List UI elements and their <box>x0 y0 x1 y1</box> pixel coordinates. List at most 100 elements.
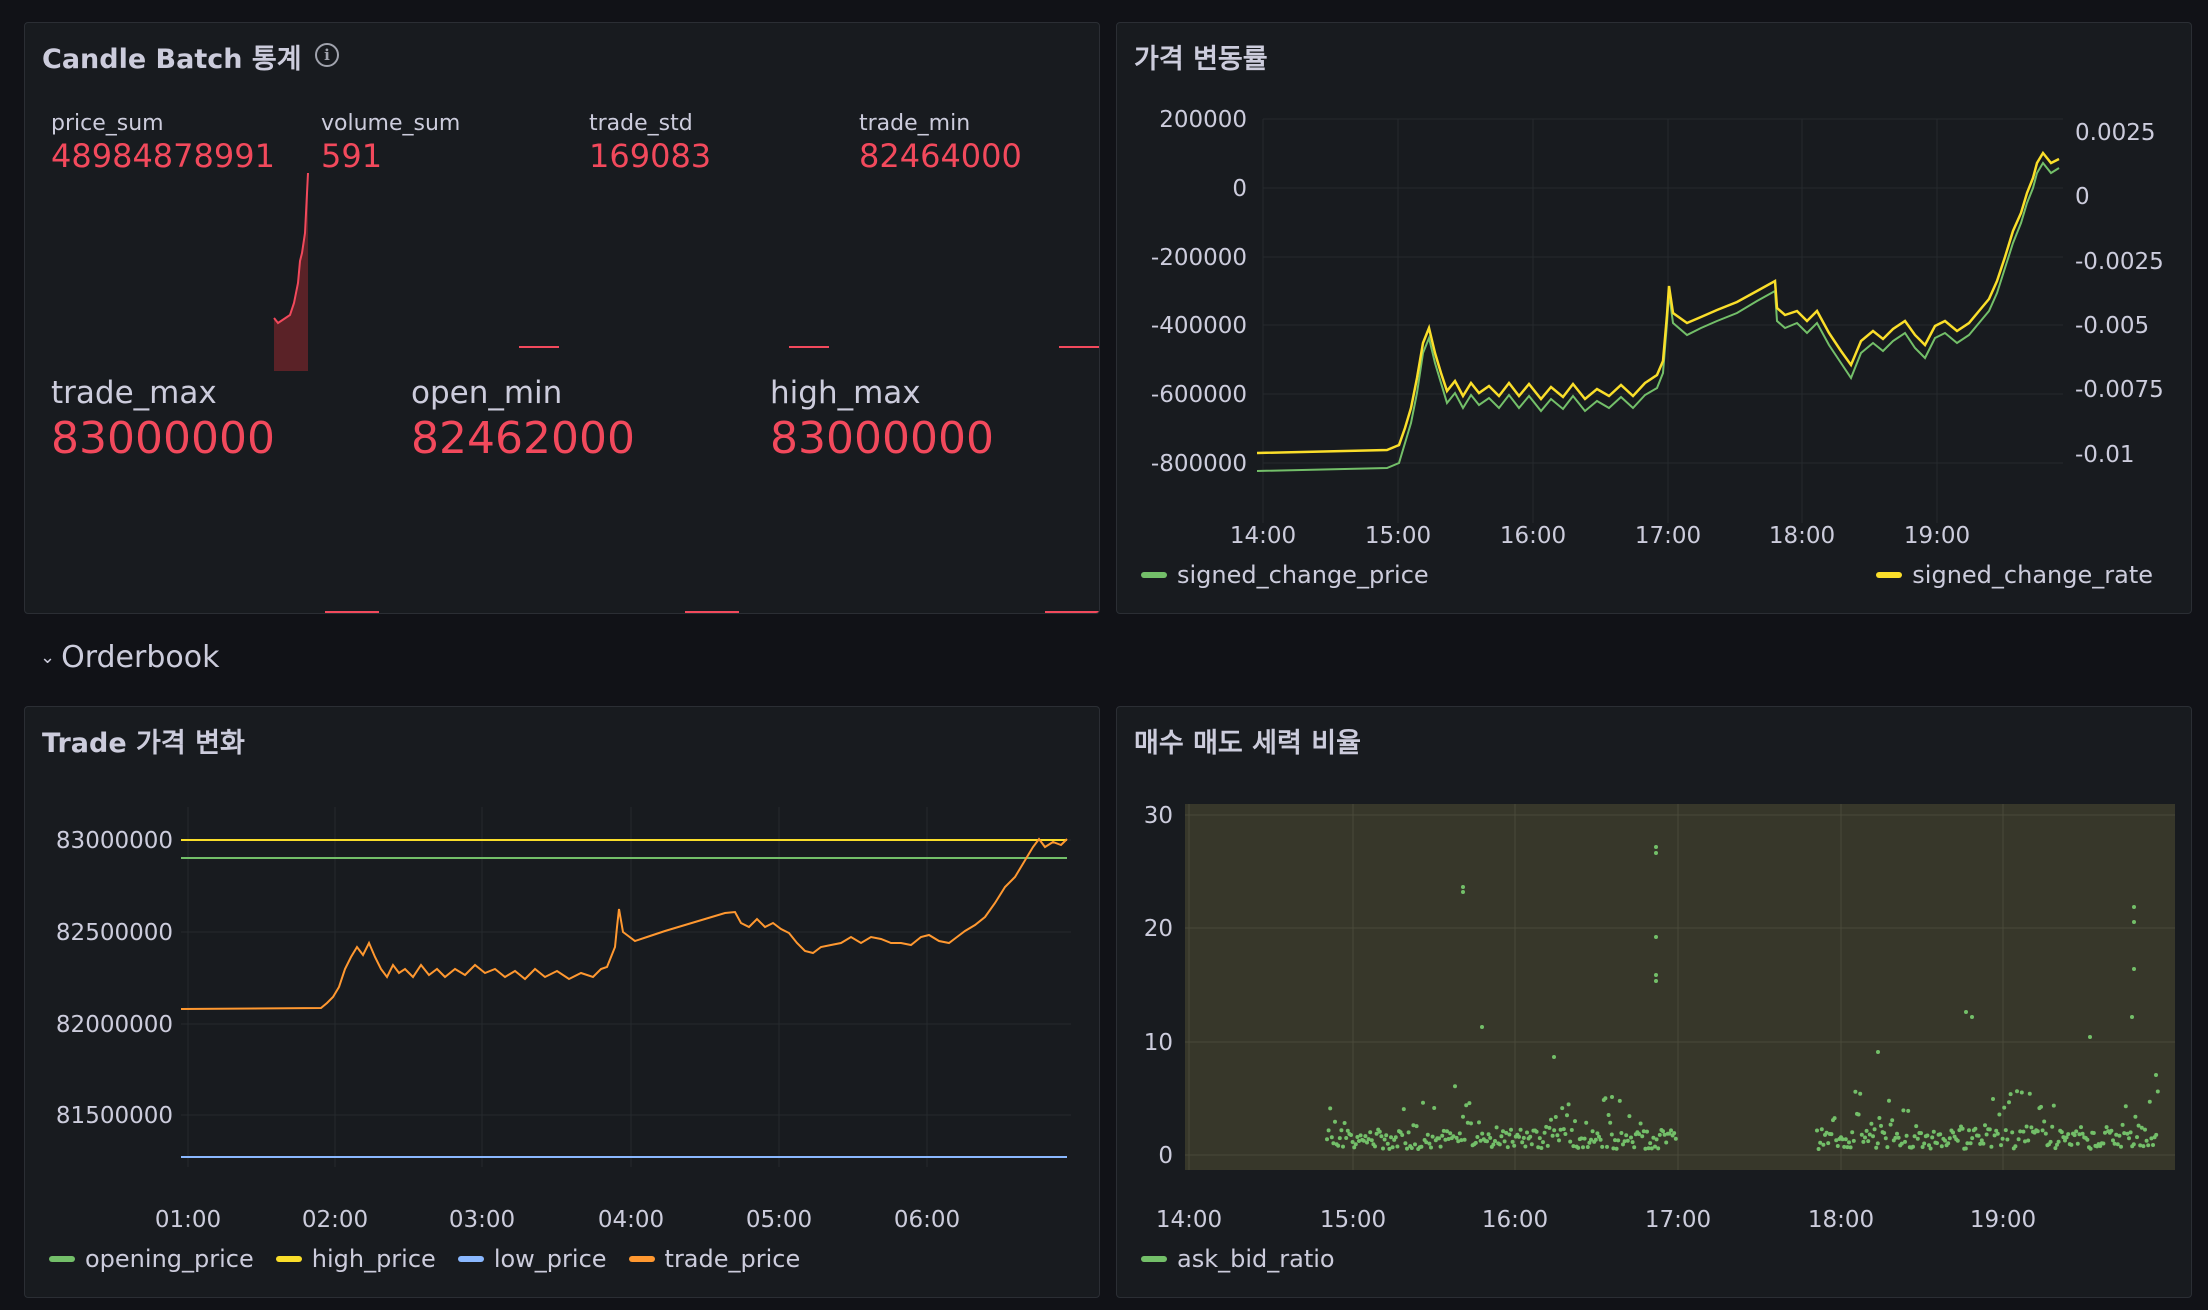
scatter-point <box>1485 1139 1489 1144</box>
scatter-point <box>1579 1136 1584 1141</box>
scatter-point <box>1509 1127 1513 1132</box>
scatter-point <box>1915 1136 1920 1141</box>
scatter-point <box>1979 1138 1984 1143</box>
scatter-point <box>1598 1137 1603 1142</box>
scatter-point <box>1437 1136 1441 1141</box>
stat-label-volume-sum: volume_sum <box>321 111 461 136</box>
sparkline-trade-min <box>1059 346 1099 348</box>
scatter-point <box>2109 1128 2114 1133</box>
y-tick: 82000000 <box>56 1012 173 1038</box>
scatter-point <box>1552 1055 1556 1059</box>
scatter-point <box>1537 1136 1542 1141</box>
y-tick: 83000000 <box>56 828 173 854</box>
scatter-point <box>1608 1120 1613 1125</box>
scatter-point <box>1365 1140 1369 1145</box>
x-tick: 14:00 <box>1156 1207 1222 1233</box>
legend-item-signed-change-rate[interactable]: signed_change_rate <box>1876 561 2153 589</box>
scatter-point <box>1991 1097 1995 1101</box>
stat-label-open-min: open_min <box>411 375 563 411</box>
scatter-point <box>1856 1112 1861 1117</box>
legend-item-opening-price[interactable]: opening_price <box>49 1245 254 1273</box>
panel-title[interactable]: 매수 매도 세력 비율 <box>1134 728 1361 759</box>
scatter-point <box>1643 1146 1648 1151</box>
scatter-point <box>1454 1135 1459 1140</box>
scatter-point <box>2043 1131 2048 1136</box>
scatter-point <box>1876 1050 1880 1054</box>
scatter-point <box>2050 1124 2055 1129</box>
scatter-point <box>1656 1146 1661 1151</box>
scatter-point <box>1965 1141 1970 1146</box>
panel-title[interactable]: Candle Batch 통계 <box>42 44 302 75</box>
scatter-point <box>2007 1100 2011 1105</box>
scatter-point <box>1425 1132 1430 1137</box>
y-tick: 10 <box>1144 1030 1173 1056</box>
scatter-point <box>1947 1136 1952 1141</box>
panel-title[interactable]: 가격 변동률 <box>1134 44 1268 75</box>
scatter-point <box>1641 1129 1646 1134</box>
scatter-point <box>1625 1138 1630 1143</box>
scatter-point <box>1430 1134 1435 1139</box>
scatter-point <box>2015 1089 2019 1094</box>
scatter-point <box>1816 1147 1821 1151</box>
scatter-point <box>1363 1134 1368 1139</box>
scatter-point <box>1657 1132 1662 1137</box>
scatter-point <box>1861 1139 1866 1144</box>
legend-left: signed_change_price <box>1141 561 1429 589</box>
legend-item-high-price[interactable]: high_price <box>275 1245 436 1273</box>
scatter-point <box>2080 1131 2085 1136</box>
legend: ask_bid_ratio <box>1141 1245 1335 1273</box>
info-icon[interactable]: i <box>315 43 339 67</box>
scatter-point <box>2141 1144 2146 1149</box>
legend-item-ask-bid-ratio[interactable]: ask_bid_ratio <box>1141 1245 1335 1273</box>
scatter-point <box>1829 1132 1834 1137</box>
scatter-point <box>1872 1127 1877 1132</box>
x-tick: 19:00 <box>1970 1207 2036 1233</box>
scatter-point <box>1984 1132 1989 1137</box>
scatter-point <box>1895 1131 1899 1136</box>
x-tick: 04:00 <box>598 1207 664 1233</box>
scatter-point <box>1925 1133 1930 1138</box>
scatter-point <box>2149 1136 2154 1141</box>
scatter-point <box>2061 1135 2066 1140</box>
scatter-point <box>1581 1145 1585 1150</box>
panel-title[interactable]: Trade 가격 변화 <box>42 728 245 759</box>
scatter-point <box>1461 1114 1465 1119</box>
scatter-point <box>1627 1114 1632 1119</box>
scatter-point <box>1994 1128 1999 1133</box>
scatter-point <box>1981 1141 1986 1146</box>
legend: opening_price high_price low_price trade… <box>49 1245 800 1273</box>
scatter-point <box>2019 1090 2024 1095</box>
scatter-point <box>1377 1129 1382 1134</box>
scatter-point <box>1424 1140 1429 1145</box>
scatter-point <box>2127 1136 2131 1141</box>
scatter-point <box>2144 1138 2149 1143</box>
scatter-point <box>2051 1103 2056 1108</box>
legend-item-signed-change-price[interactable]: signed_change_price <box>1141 561 1429 589</box>
legend-item-trade-price[interactable]: trade_price <box>628 1245 800 1273</box>
orderbook-row-toggle[interactable]: ⌄ Orderbook <box>40 640 219 675</box>
scatter-point <box>2131 1142 2136 1147</box>
scatter-point <box>1610 1095 1614 1099</box>
scatter-point <box>1565 1113 1569 1118</box>
scatter-point <box>2154 1073 2158 1077</box>
scatter-point <box>1888 1122 1893 1127</box>
scatter-point <box>1843 1137 1848 1142</box>
scatter-point <box>1497 1142 1502 1147</box>
scatter-point <box>1563 1132 1568 1136</box>
legend-label: high_price <box>311 1245 436 1273</box>
legend-label: signed_change_rate <box>1912 561 2153 589</box>
signed-change-rate-line <box>1256 150 2060 455</box>
scatter-point <box>1561 1127 1566 1132</box>
legend-item-low-price[interactable]: low_price <box>457 1245 607 1273</box>
scatter-point <box>2069 1142 2074 1147</box>
scatter-point <box>1999 1143 2003 1148</box>
scatter-point <box>1451 1134 1456 1139</box>
scatter-point <box>1840 1137 1845 1142</box>
scatter-point <box>1997 1112 2002 1117</box>
scatter-point <box>1957 1128 1962 1133</box>
scatter-point <box>1539 1146 1544 1150</box>
scatter-point <box>1968 1141 1973 1146</box>
legend-swatch <box>49 1256 75 1262</box>
scatter-point <box>1438 1144 1443 1149</box>
scatter-point <box>1629 1135 1633 1140</box>
